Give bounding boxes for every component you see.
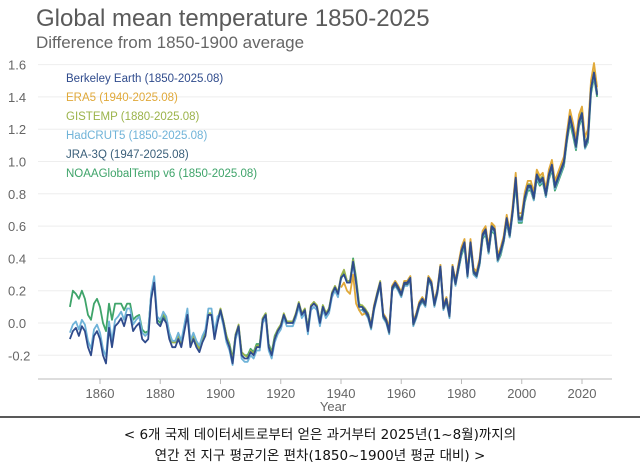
y-tick-label: 1.4 <box>8 90 26 105</box>
x-tick-label: 1880 <box>146 386 175 401</box>
caption-line-1: < 6개 국제 데이터세트로부터 얻은 과거부터 2025년(1~8월)까지의 <box>123 427 517 443</box>
x-tick-label: 1980 <box>447 386 476 401</box>
y-tick-label: 0.2 <box>8 284 26 299</box>
y-tick-label: 1.0 <box>8 155 26 170</box>
x-axis-label: Year <box>320 399 347 414</box>
chart-title: Global mean temperature 1850-2025 <box>36 5 430 32</box>
series-line-gistemp <box>159 70 598 362</box>
x-tick-label: 1860 <box>86 386 115 401</box>
chart-subtitle: Difference from 1850-1900 average <box>36 33 304 52</box>
x-tick-label: 1940 <box>327 386 356 401</box>
legend-item: GISTEMP (1880-2025.08) <box>66 111 200 123</box>
y-axis: -0.2 0.0 0.2 0.4 0.6 0.8 1.0 1.2 1.4 1.6 <box>8 58 30 364</box>
series-line-jra-3q <box>361 71 598 334</box>
legend: Berkeley Earth (1850-2025.08) ERA5 (1940-… <box>66 73 257 180</box>
x-tick-label: 1920 <box>266 386 295 401</box>
legend-item: Berkeley Earth (1850-2025.08) <box>66 73 223 85</box>
x-tick-label: 1900 <box>206 386 235 401</box>
x-tick-label: 1960 <box>387 386 416 401</box>
y-tick-label: 0.6 <box>8 219 26 234</box>
y-tick-label: 1.2 <box>8 122 26 137</box>
x-tick-label: 2020 <box>568 386 597 401</box>
y-tick-label: 0.4 <box>8 251 26 266</box>
y-tick-label: -0.2 <box>8 348 30 363</box>
legend-item: ERA5 (1940-2025.08) <box>66 92 178 104</box>
legend-item: NOAAGlobalTemp v6 (1850-2025.08) <box>66 168 257 180</box>
x-tick-label: 2000 <box>507 386 536 401</box>
x-axis: 1860 1880 1900 1920 1940 1960 1980 2000 2020 <box>86 379 597 401</box>
y-tick-label: 0.0 <box>8 316 26 331</box>
y-tick-label: 1.6 <box>8 58 26 73</box>
series-lines <box>69 62 598 366</box>
legend-item: JRA-3Q (1947-2025.08) <box>66 149 189 161</box>
legend-item: HadCRUT5 (1850-2025.08) <box>66 130 207 142</box>
caption-line-2: 연간 전 지구 평균기온 편차(1850~1900년 평균 대비) > <box>154 448 486 464</box>
series-line-berkeley <box>69 71 598 365</box>
y-tick-label: 0.8 <box>8 187 26 202</box>
